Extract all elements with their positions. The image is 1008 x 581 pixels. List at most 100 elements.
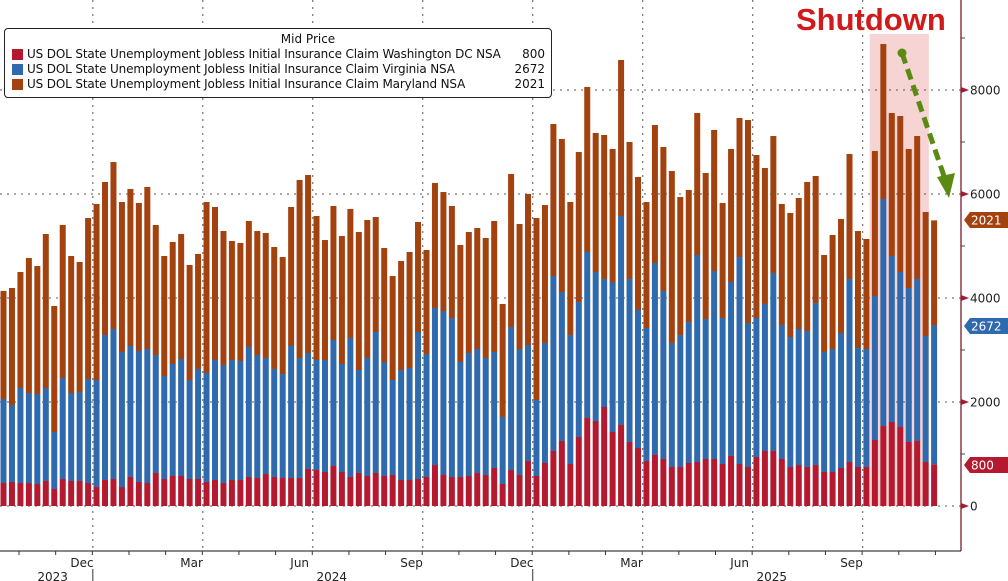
bar-maryland-51 [431,182,438,308]
bar-maryland-87 [736,117,743,258]
bar-maryland-73 [618,59,625,216]
bar-dc-93 [787,467,794,506]
bar-dc-53 [448,476,455,506]
bar-virginia-92 [778,324,785,459]
x-year-label-0: 2023 [37,570,68,581]
y-tick-label-0: 0 [970,500,978,514]
bar-virginia-101 [854,348,861,467]
bar-dc-86 [728,455,735,506]
legend-value-dc: 800 [522,47,545,61]
bar-dc-76 [643,461,650,506]
bar-maryland-91 [770,136,777,273]
bar-dc-17 [144,483,151,506]
bar-virginia-68 [575,302,582,437]
bar-dc-61 [516,475,523,506]
bar-dc-68 [575,436,582,506]
bar-virginia-44 [372,332,379,473]
bar-maryland-54 [457,245,464,363]
bar-virginia-37 [313,359,320,471]
bar-virginia-91 [770,272,777,451]
bar-dc-29 [245,476,252,506]
legend-label-maryland: US DOL State Unemployment Jobless Initia… [27,77,466,91]
bar-virginia-86 [728,281,735,456]
last-value-badge-virginia: 2672 [964,318,1008,334]
legend-item-virginia: US DOL State Unemployment Jobless Initia… [5,62,551,77]
bar-dc-99 [838,467,845,506]
bar-dc-21 [178,475,185,506]
bar-virginia-19 [161,376,168,480]
bar-virginia-90 [761,303,768,451]
bar-maryland-57 [482,237,489,359]
legend: Mid Price US DOL State Unemployment Jobl… [4,28,552,98]
bar-dc-66 [558,441,565,506]
bar-virginia-12 [102,335,109,480]
bar-maryland-50 [423,250,430,355]
last-value-badge-dc: 800 [964,457,1008,473]
bar-virginia-16 [135,350,142,482]
bar-dc-107 [905,441,912,506]
bar-maryland-96 [812,176,819,303]
bar-dc-84 [711,458,718,506]
bar-virginia-104 [880,198,887,427]
bar-virginia-41 [347,337,354,477]
bar-virginia-73 [618,215,625,425]
bar-dc-6 [51,488,58,506]
bar-maryland-62 [525,194,532,346]
bar-maryland-80 [677,197,684,336]
bar-dc-58 [491,467,498,506]
bar-maryland-16 [135,202,142,351]
bar-dc-72 [609,432,616,506]
bar-virginia-34 [288,345,295,479]
bar-maryland-10 [85,218,92,380]
bar-virginia-14 [118,351,125,488]
bar-virginia-110 [931,325,938,465]
bar-virginia-10 [85,379,92,484]
legend-label-dc: US DOL State Unemployment Jobless Initia… [27,47,501,61]
bar-virginia-71 [601,279,608,407]
bar-dc-110 [931,464,938,506]
bar-dc-37 [313,470,320,506]
bar-virginia-102 [863,349,870,467]
bar-virginia-18 [152,354,159,473]
bar-dc-87 [736,463,743,506]
x-tick-label-5: Mar [620,556,643,570]
bar-virginia-65 [550,276,557,451]
bar-dc-52 [440,475,447,506]
bar-maryland-81 [685,189,692,323]
bar-dc-1 [8,481,15,506]
bar-maryland-30 [254,231,261,355]
bar-virginia-76 [643,328,650,462]
bar-maryland-71 [601,134,608,280]
bar-maryland-18 [152,224,159,355]
bar-maryland-17 [144,186,151,350]
bar-dc-85 [719,463,726,506]
bar-maryland-41 [347,208,354,338]
bar-virginia-95 [804,331,811,467]
bar-dc-54 [457,476,464,506]
bar-dc-89 [753,457,760,506]
bar-maryland-36 [305,175,312,354]
bar-maryland-89 [753,155,760,319]
bar-dc-51 [431,465,438,506]
bar-dc-90 [761,450,768,506]
bar-maryland-88 [744,120,751,324]
bar-dc-13 [110,479,117,506]
bar-virginia-30 [254,354,261,479]
y-tick-marker-2000 [961,399,969,405]
y-tick-marker-4000 [961,295,969,301]
legend-value-maryland: 2021 [514,77,545,91]
bar-virginia-53 [448,318,455,477]
bar-maryland-44 [372,216,379,333]
bar-virginia-74 [626,279,633,442]
bar-virginia-83 [702,319,709,459]
bar-virginia-79 [668,342,675,467]
bar-maryland-74 [626,142,633,280]
bar-maryland-6 [51,306,58,433]
bar-maryland-13 [110,162,117,329]
bar-dc-50 [423,476,430,506]
bar-maryland-2 [17,272,24,389]
bar-dc-57 [482,475,489,506]
bar-virginia-9 [76,392,83,481]
bar-maryland-77 [651,124,658,264]
